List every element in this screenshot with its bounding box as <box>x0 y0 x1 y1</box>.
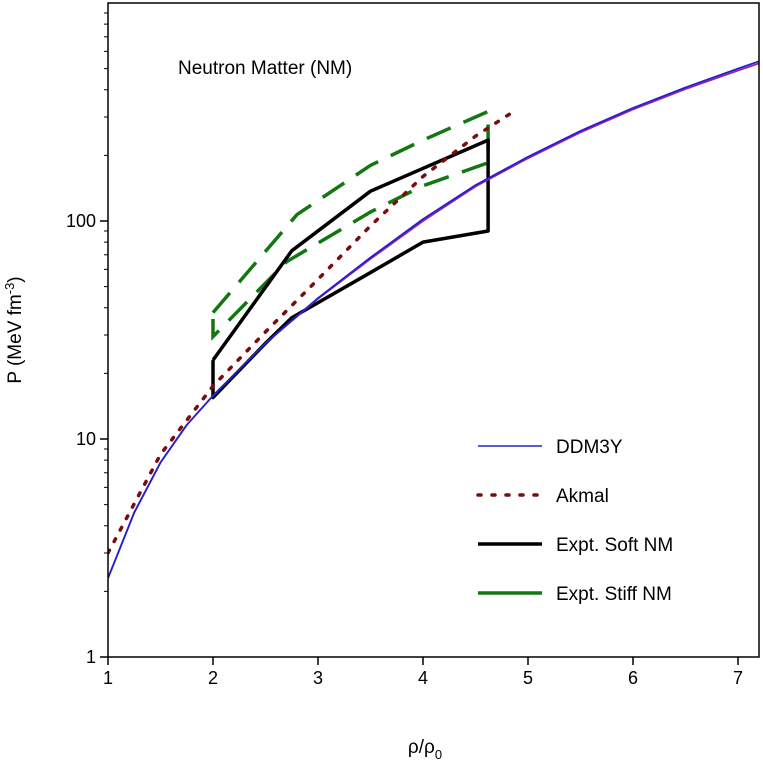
y-axis-title: P (MeV fm-3) <box>2 276 26 383</box>
plot-area <box>108 60 759 579</box>
axis-tick-labels: 1 2 3 4 5 6 7 1 10 100 <box>66 211 743 688</box>
axis-ticks <box>100 12 739 665</box>
x-tick-label: 3 <box>313 668 323 688</box>
y-tick-label: 10 <box>76 429 96 449</box>
y-tick-label: 1 <box>86 647 96 667</box>
x-tick-label: 7 <box>733 668 743 688</box>
x-tick-label: 1 <box>103 668 113 688</box>
series-ddm3y <box>108 60 759 579</box>
x-tick-label: 6 <box>628 668 638 688</box>
y-axis-title-pre: P (MeV fm <box>5 294 26 383</box>
y-axis-title-sup: -3 <box>2 283 17 295</box>
y-axis-title-post: ) <box>5 276 26 282</box>
legend-label: Expt. Stiff NM <box>556 584 672 605</box>
x-tick-label: 5 <box>523 668 533 688</box>
legend-label: DDM3Y <box>556 437 623 458</box>
x-tick-label: 2 <box>208 668 218 688</box>
x-axis-title-sub: 0 <box>435 747 442 762</box>
legend-label: Akmal <box>556 486 609 507</box>
legend: DDM3Y Akmal Expt. Soft NM Expt. Stiff NM <box>476 437 673 605</box>
x-axis-title-base: ρ/ρ <box>408 737 435 758</box>
x-tick-label: 4 <box>418 668 428 688</box>
plot-frame <box>107 2 760 658</box>
annotation-label: Neutron Matter (NM) <box>178 58 352 79</box>
legend-label: Expt. Soft NM <box>556 535 673 556</box>
x-axis-title: ρ/ρ0 <box>408 737 442 762</box>
series-expt-stiff-nm <box>211 108 490 341</box>
y-tick-label: 100 <box>66 211 96 231</box>
